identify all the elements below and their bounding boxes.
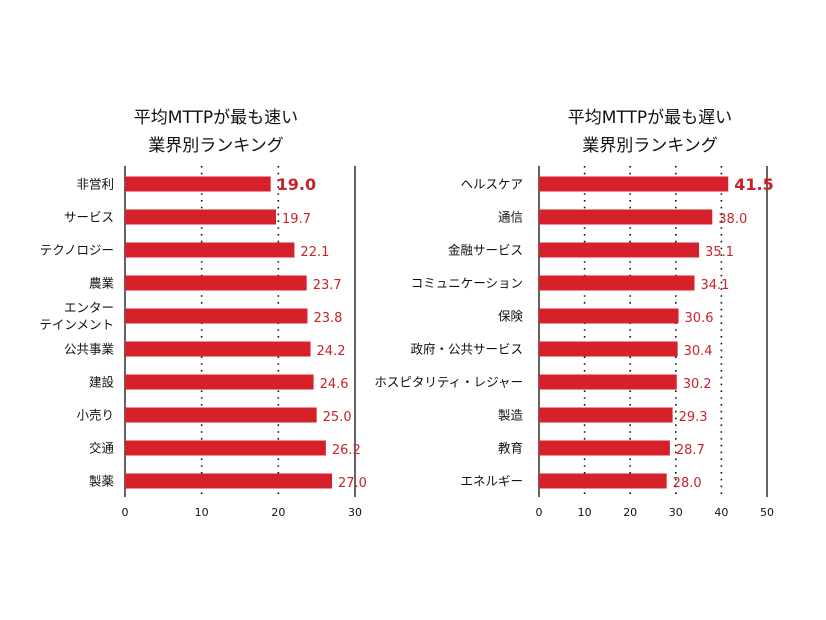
right-value-label: 34.1 <box>700 278 729 293</box>
right-bar <box>539 242 700 258</box>
right-value-label: 28.7 <box>676 443 705 458</box>
left-chart-title: 平均MTTPが最も速い 業界別ランキング <box>126 104 306 160</box>
left-value-label: 25.0 <box>323 410 352 425</box>
left-bar <box>125 407 317 423</box>
left-value-label: 24.2 <box>317 344 346 359</box>
left-category-label: 公共事業 <box>64 342 115 357</box>
right-bar <box>539 209 713 225</box>
left-value-label: 23.8 <box>313 311 342 326</box>
right-category-label: ヘルスケア <box>460 177 523 192</box>
right-x-tick-label: 20 <box>623 506 637 519</box>
right-value-label: 29.3 <box>679 410 708 425</box>
left-category-label: 小売り <box>76 408 114 423</box>
left-bar <box>125 275 307 291</box>
left-x-tick-label: 30 <box>348 506 362 519</box>
right-x-tick-label: 30 <box>669 506 683 519</box>
left-value-label: 23.7 <box>313 278 342 293</box>
left-bar <box>125 209 277 225</box>
right-category-label: コミュニケーション <box>411 276 523 291</box>
left-bar <box>125 176 271 192</box>
left-category-label: 製薬 <box>89 474 115 489</box>
left-value-label: 24.6 <box>320 377 349 392</box>
left-bar <box>125 374 314 390</box>
left-category-label: 農業 <box>89 276 115 291</box>
left-value-label: 19.0 <box>277 175 316 194</box>
left-category-label: エンター <box>64 300 114 315</box>
left-value-label: 22.1 <box>300 245 329 260</box>
right-bar <box>539 275 695 291</box>
right-category-label: 金融サービス <box>448 243 523 258</box>
left-bar <box>125 473 332 489</box>
left-chart-title-line-1: 平均MTTPが最も速い <box>133 108 299 128</box>
left-category-label: 建設 <box>89 375 115 390</box>
right-category-label: 通信 <box>498 210 523 225</box>
left-bar <box>125 242 295 258</box>
left-category-label: テインメント <box>39 317 114 332</box>
right-chart-title: 平均MTTPが最も遅い 業界別ランキング <box>560 104 740 160</box>
right-bar <box>539 440 670 456</box>
left-value-label: 19.7 <box>282 212 311 227</box>
right-value-label: 30.6 <box>685 311 714 326</box>
left-x-tick-label: 0 <box>122 506 129 519</box>
left-category-label: テクノロジー <box>40 243 114 258</box>
right-bar <box>539 308 679 324</box>
right-bar <box>539 473 667 489</box>
right-chart-title-line-1: 平均MTTPが最も遅い <box>567 108 733 128</box>
right-category-label: ホスピタリティ・レジャー <box>374 375 523 390</box>
right-x-tick-label: 40 <box>714 506 728 519</box>
left-chart-title-line-2: 業界別ランキング <box>148 136 284 156</box>
right-value-label: 35.1 <box>705 245 734 260</box>
right-category-label: 製造 <box>498 408 524 423</box>
right-x-tick-label: 10 <box>578 506 592 519</box>
left-x-tick-label: 20 <box>271 506 285 519</box>
right-value-label: 28.0 <box>673 476 702 491</box>
right-bar <box>539 407 673 423</box>
right-x-tick-label: 0 <box>536 506 543 519</box>
left-category-label: サービス <box>64 210 114 225</box>
left-x-tick-label: 10 <box>195 506 209 519</box>
right-category-label: 政府・公共サービス <box>410 342 523 357</box>
right-value-label: 38.0 <box>718 212 747 227</box>
right-bar <box>539 176 729 192</box>
right-bar <box>539 374 677 390</box>
left-value-label: 26.2 <box>332 443 361 458</box>
left-category-label: 交通 <box>89 441 115 456</box>
right-value-label: 30.2 <box>683 377 712 392</box>
left-bar <box>125 440 326 456</box>
left-value-label: 27.0 <box>338 476 367 491</box>
right-category-label: エネルギー <box>460 474 523 489</box>
left-bar <box>125 341 311 357</box>
right-value-label: 41.5 <box>734 175 773 194</box>
left-category-label: 非営利 <box>76 177 114 192</box>
right-category-label: 保険 <box>498 309 524 324</box>
right-chart-title-line-2: 業界別ランキング <box>582 136 718 156</box>
left-bar <box>125 308 308 324</box>
right-bar <box>539 341 678 357</box>
right-value-label: 30.4 <box>684 344 713 359</box>
right-category-label: 教育 <box>498 441 523 456</box>
right-x-tick-label: 50 <box>760 506 774 519</box>
